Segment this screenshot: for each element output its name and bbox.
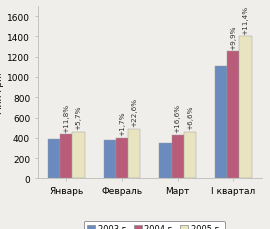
Bar <box>227 52 239 179</box>
Bar <box>60 135 72 179</box>
Bar <box>72 132 85 179</box>
Text: +5,7%: +5,7% <box>76 105 82 130</box>
Text: +11,4%: +11,4% <box>242 6 249 35</box>
Bar <box>104 141 116 179</box>
Y-axis label: Млн грн.: Млн грн. <box>0 72 4 114</box>
Text: +6,6%: +6,6% <box>187 105 193 130</box>
Text: +9,9%: +9,9% <box>230 25 236 49</box>
Text: +16,6%: +16,6% <box>175 104 181 133</box>
Text: +11,8%: +11,8% <box>63 103 69 132</box>
Text: +1,7%: +1,7% <box>119 111 125 136</box>
Bar <box>116 138 128 179</box>
Legend: 2003 г., 2004 г., 2005 г.: 2003 г., 2004 г., 2005 г. <box>84 221 225 229</box>
Bar <box>239 37 252 179</box>
Bar <box>159 144 171 179</box>
Bar <box>215 67 227 179</box>
Bar <box>48 140 60 179</box>
Bar <box>128 129 140 179</box>
Text: +22,6%: +22,6% <box>131 98 137 127</box>
Bar <box>184 132 196 179</box>
Bar <box>171 135 184 179</box>
